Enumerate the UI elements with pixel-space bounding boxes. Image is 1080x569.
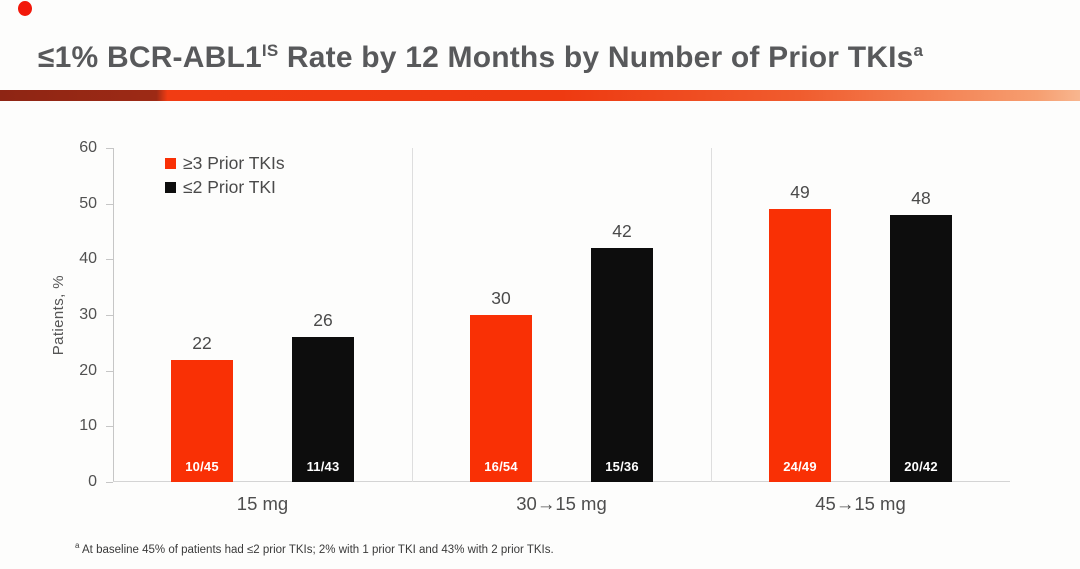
- x-axis-line: [113, 481, 1010, 482]
- y-tick-mark: [106, 426, 113, 428]
- y-tick-mark: [106, 259, 113, 261]
- legend-label: ≤2 Prior TKI: [183, 176, 276, 197]
- bar-value-label: 48: [911, 187, 931, 208]
- bar-value-label: 30: [491, 288, 511, 308]
- category-label: 15 mg: [236, 493, 289, 514]
- legend-item: ≤2 Prior TKI: [165, 176, 285, 197]
- bar-fraction-label: 11/43: [306, 459, 340, 474]
- accent-dot: [18, 1, 32, 16]
- legend-swatch-black: [165, 182, 176, 193]
- bar-fraction-label: 16/54: [484, 459, 518, 474]
- y-tick-mark: [106, 482, 113, 483]
- legend-item: ≥3 Prior TKIs: [165, 152, 285, 173]
- y-tick-label: 10: [79, 417, 97, 435]
- bar-fraction-label: 10/45: [185, 459, 219, 474]
- bar-value-label: 49: [790, 182, 810, 203]
- page-title-rest: Rate by 12 Months by Number of Prior TKI…: [278, 41, 914, 74]
- y-tick-mark: [106, 370, 113, 372]
- bar-value-label: 22: [192, 332, 212, 353]
- category-label: 45→15 mg: [815, 493, 906, 514]
- y-tick-label: 0: [88, 473, 97, 490]
- y-tick-label: 40: [79, 250, 97, 268]
- y-tick-mark: [106, 148, 113, 149]
- y-tick-label: 20: [79, 361, 97, 379]
- group-separator: [412, 148, 413, 482]
- legend-swatch-red: [165, 158, 176, 169]
- bar-group: 10/45 22 11/43 26 15 mg: [113, 148, 412, 514]
- legend-label: ≥3 Prior TKIs: [183, 152, 285, 173]
- footnote-text: At baseline 45% of patients had ≤2 prior…: [79, 543, 554, 556]
- y-tick-label: 60: [79, 139, 97, 156]
- y-tick-mark: [106, 315, 113, 316]
- bar: 10/45: [171, 359, 233, 482]
- y-tick-label: 50: [79, 194, 97, 212]
- y-axis-line: [113, 148, 114, 482]
- bar-fraction-label: 20/42: [904, 459, 938, 474]
- page-title-main: ≤1% BCR-ABL1: [38, 41, 262, 74]
- footnote: a At baseline 45% of patients had ≤2 pri…: [75, 541, 554, 556]
- bar: 16/54: [470, 315, 532, 482]
- plot-area: ≥3 Prior TKIs ≤2 Prior TKI 0 10 20 30 40 50 60…: [79, 139, 1010, 514]
- y-tick-label: 30: [79, 306, 97, 323]
- bar-fraction-label: 15/36: [605, 459, 639, 474]
- bar-value-label: 42: [612, 221, 632, 242]
- page-title-superscript: IS: [261, 41, 279, 60]
- legend: ≥3 Prior TKIs ≤2 Prior TKI: [165, 152, 285, 203]
- bar: 20/42: [890, 214, 952, 482]
- title-divider: [0, 90, 1080, 101]
- y-tick-mark: [106, 203, 113, 205]
- bar-group: 16/54 30 15/36 42 30→15 mg: [412, 148, 711, 514]
- category-label: 30→15 mg: [516, 493, 607, 514]
- page-title-footnote-marker: a: [913, 41, 924, 60]
- group-separator: [711, 148, 712, 482]
- bar: 11/43: [292, 337, 354, 482]
- bar: 24/49: [769, 209, 831, 482]
- footnote-marker: a: [75, 541, 80, 550]
- bar: 15/36: [591, 248, 653, 482]
- bar-fraction-label: 24/49: [783, 459, 817, 474]
- bar-value-label: 26: [313, 310, 333, 331]
- bar-group: 24/49 49 20/42 48 45→15 mg: [711, 148, 1010, 514]
- page-title: ≤1% BCR-ABL1IS Rate by 12 Months by Numb…: [38, 41, 923, 75]
